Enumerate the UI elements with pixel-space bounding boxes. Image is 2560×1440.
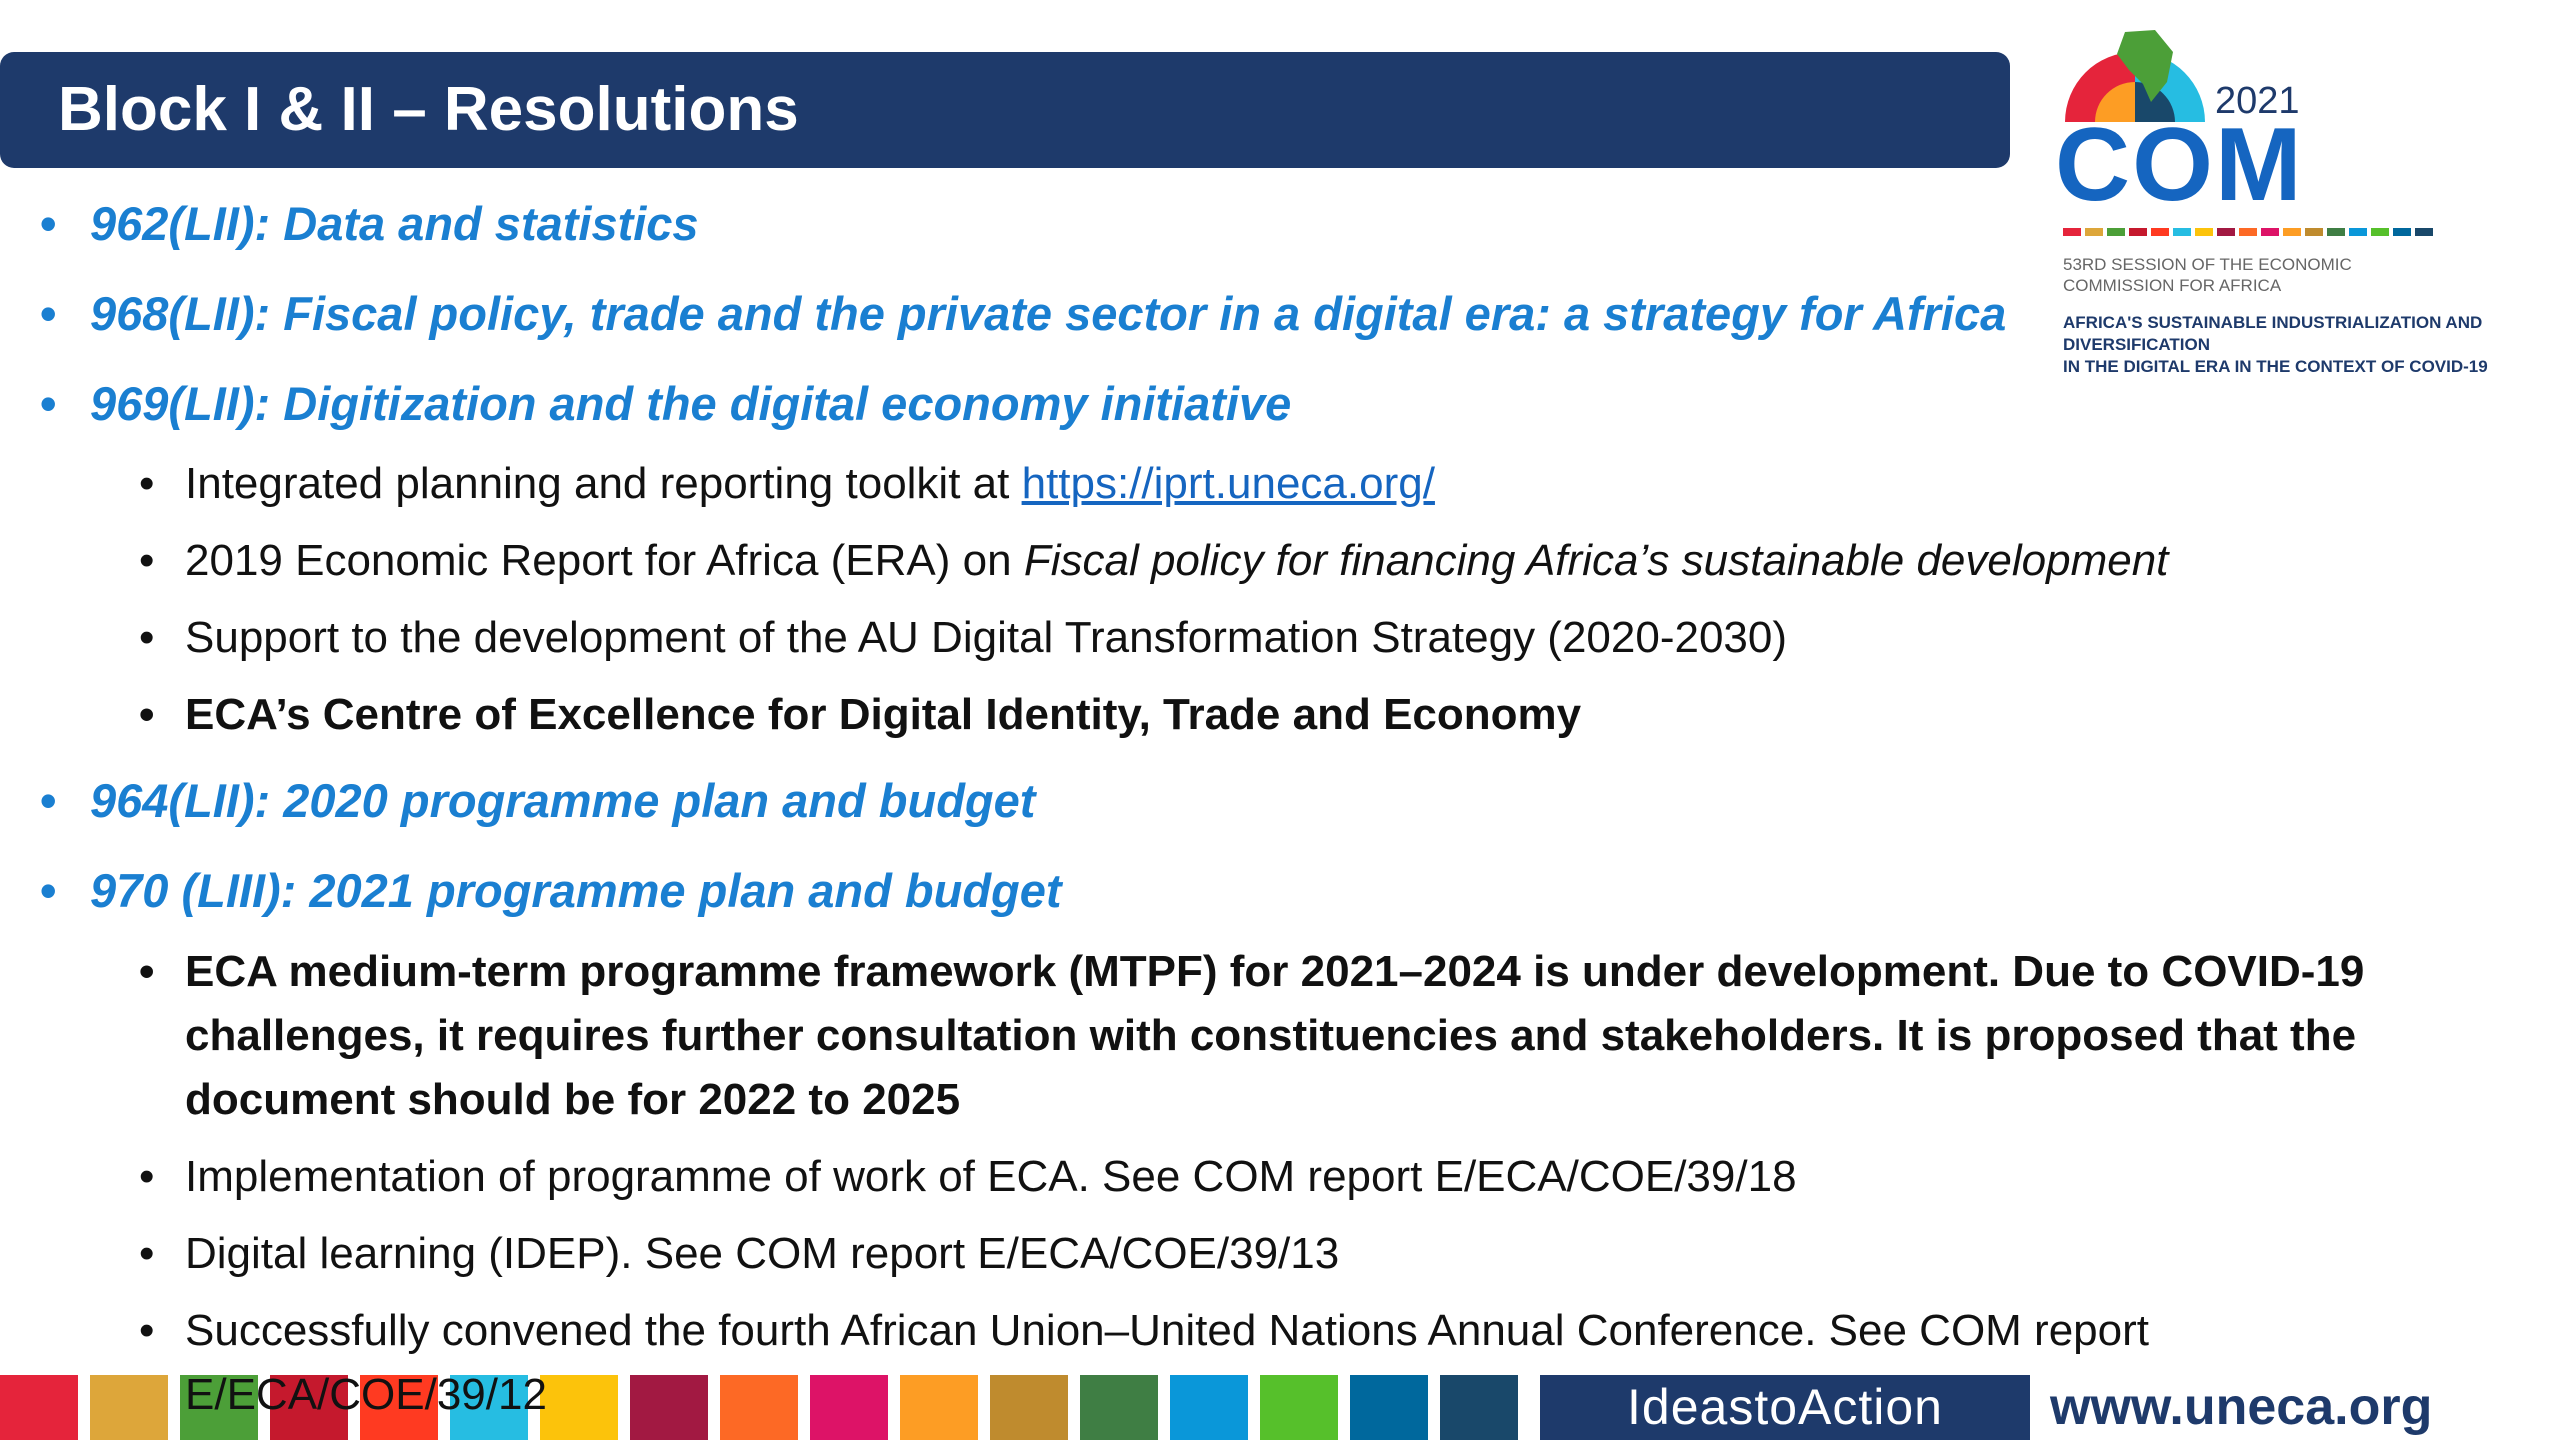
africa-map-icon xyxy=(2065,30,2205,122)
logo-session-text: 53RD SESSION OF THE ECONOMIC COMMISSION … xyxy=(2063,255,2352,295)
logo-acronym: COM xyxy=(2055,107,2304,223)
logo-color-stripes xyxy=(2063,228,2433,236)
resolution-968: 968(LII): Fiscal policy, trade and the p… xyxy=(40,286,2006,341)
logo-stripe xyxy=(2283,228,2301,236)
bullet-iprt-toolkit: Integrated planning and reporting toolki… xyxy=(139,452,2435,516)
resolution-970: 970 (LIII): 2021 programme plan and budg… xyxy=(40,863,1062,918)
logo-stripe xyxy=(2371,228,2389,236)
footer-color-block xyxy=(0,1375,78,1440)
logo-stripe xyxy=(2349,228,2367,236)
logo-year: 2021 xyxy=(2215,80,2300,122)
logo-stripe xyxy=(2393,228,2411,236)
bullet-au-strategy: Support to the development of the AU Dig… xyxy=(139,606,2435,670)
resolution-969: 969(LII): Digitization and the digital e… xyxy=(40,376,1291,431)
resolution-964: 964(LII): 2020 programme plan and budget xyxy=(40,773,1035,828)
title-bar: Block I & II – Resolutions xyxy=(0,52,2010,168)
resolution-962: 962(LII): Data and statistics xyxy=(40,196,699,251)
logo-stripe xyxy=(2261,228,2279,236)
logo-stripe xyxy=(2085,228,2103,236)
bullet-era-report: 2019 Economic Report for Africa (ERA) on… xyxy=(139,529,2435,593)
bullet-centre-of-excellence: ECA’s Centre of Excellence for Digital I… xyxy=(139,683,2435,747)
com-2021-logo: 2021 COM 53RD SESSION OF THE ECONOMIC CO… xyxy=(2055,22,2555,376)
logo-stripe xyxy=(2107,228,2125,236)
logo-stripe xyxy=(2217,228,2235,236)
bullet-au-un-conference: Successfully convened the fourth African… xyxy=(139,1299,2435,1427)
bullet-mtpf: ECA medium-term programme framework (MTP… xyxy=(139,940,2435,1132)
logo-stripe xyxy=(2415,228,2433,236)
logo-stripe xyxy=(2195,228,2213,236)
logo-theme-text: AFRICA'S SUSTAINABLE INDUSTRIALIZATION A… xyxy=(2063,313,2488,376)
slide-title: Block I & II – Resolutions xyxy=(58,75,799,144)
iprt-link[interactable]: https://iprt.uneca.org/ xyxy=(1021,459,1435,508)
logo-stripe xyxy=(2239,228,2257,236)
logo-stripe xyxy=(2327,228,2345,236)
logo-stripe xyxy=(2151,228,2169,236)
bullet-digital-learning: Digital learning (IDEP). See COM report … xyxy=(139,1222,2435,1286)
footer-color-block xyxy=(90,1375,168,1440)
logo-stripe xyxy=(2305,228,2323,236)
logo-stripe xyxy=(2063,228,2081,236)
bullet-programme-of-work: Implementation of programme of work of E… xyxy=(139,1145,2435,1209)
logo-stripe xyxy=(2129,228,2147,236)
logo-stripe xyxy=(2173,228,2191,236)
